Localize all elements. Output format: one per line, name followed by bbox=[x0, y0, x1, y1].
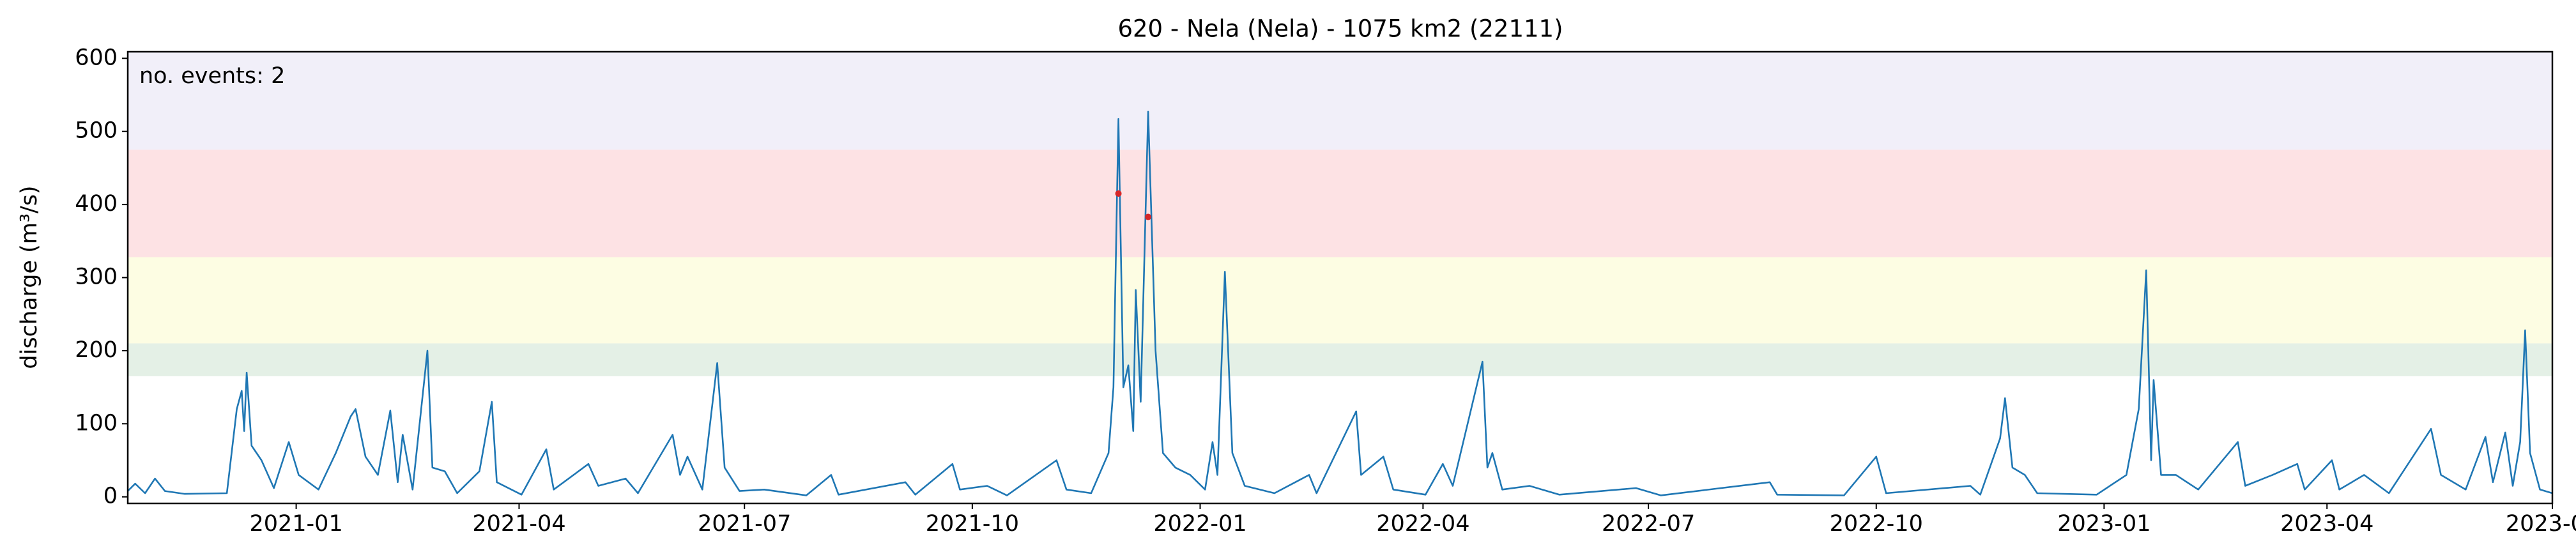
x-tick-label: 2021-01 bbox=[249, 511, 342, 537]
threshold-band bbox=[128, 149, 2552, 257]
plot-frame bbox=[126, 50, 2554, 505]
y-tick-label: 0 bbox=[103, 484, 118, 509]
discharge-line bbox=[127, 111, 2553, 496]
event-point bbox=[1145, 213, 1152, 220]
y-tick-label: 300 bbox=[75, 264, 118, 290]
threshold-band bbox=[128, 257, 2552, 344]
x-tick-label: 2021-07 bbox=[698, 511, 791, 537]
threshold-band bbox=[128, 343, 2552, 376]
background-layer bbox=[128, 52, 2552, 376]
y-tick-label: 400 bbox=[75, 191, 118, 217]
y-tick-label: 100 bbox=[75, 410, 118, 436]
x-tick-label: 2022-10 bbox=[1830, 511, 1923, 537]
x-tick-label: 2021-10 bbox=[926, 511, 1019, 537]
chart-title: 620 - Nela (Nela) - 1075 km2 (22111) bbox=[1117, 15, 1563, 43]
x-tick-label: 2022-04 bbox=[1376, 511, 1469, 537]
event-point bbox=[1115, 190, 1122, 197]
x-tick-label: 2021-04 bbox=[472, 511, 565, 537]
x-tick-label: 2023-01 bbox=[2057, 511, 2150, 537]
y-tick-label: 600 bbox=[75, 45, 118, 70]
threshold-band bbox=[128, 52, 2552, 150]
x-tick-label: 2022-07 bbox=[1602, 511, 1695, 537]
y-tick-label: 200 bbox=[75, 337, 118, 363]
y-axis-label: discharge (m³/s) bbox=[17, 185, 42, 369]
x-tick-label: 2023-04 bbox=[2280, 511, 2373, 537]
x-tick-label: 2022-01 bbox=[1153, 511, 1246, 537]
y-tick-label: 500 bbox=[75, 118, 118, 144]
x-tick-label: 2023-07 bbox=[2506, 511, 2576, 537]
annotation: no. events: 2 bbox=[139, 63, 285, 89]
